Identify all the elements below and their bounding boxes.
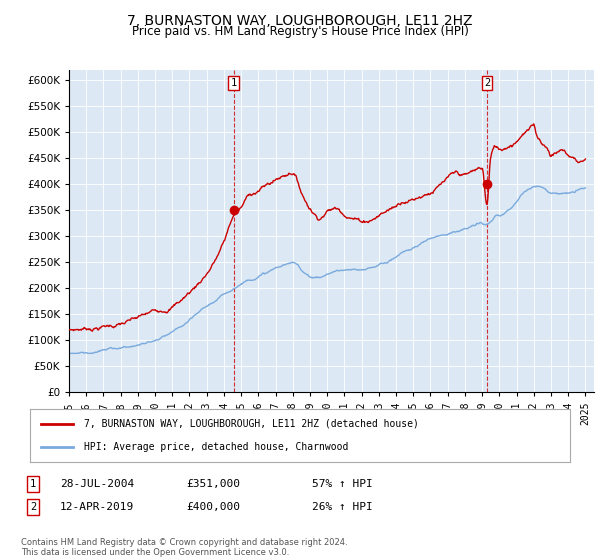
Text: Contains HM Land Registry data © Crown copyright and database right 2024.
This d: Contains HM Land Registry data © Crown c… bbox=[21, 538, 347, 557]
Text: £400,000: £400,000 bbox=[186, 502, 240, 512]
Text: 2: 2 bbox=[484, 78, 490, 88]
Text: 7, BURNASTON WAY, LOUGHBOROUGH, LE11 2HZ: 7, BURNASTON WAY, LOUGHBOROUGH, LE11 2HZ bbox=[127, 14, 473, 28]
Text: 7, BURNASTON WAY, LOUGHBOROUGH, LE11 2HZ (detached house): 7, BURNASTON WAY, LOUGHBOROUGH, LE11 2HZ… bbox=[84, 419, 419, 429]
Text: 2: 2 bbox=[30, 502, 36, 512]
Text: 57% ↑ HPI: 57% ↑ HPI bbox=[312, 479, 373, 489]
Text: £351,000: £351,000 bbox=[186, 479, 240, 489]
Text: 26% ↑ HPI: 26% ↑ HPI bbox=[312, 502, 373, 512]
Text: 28-JUL-2004: 28-JUL-2004 bbox=[60, 479, 134, 489]
Text: 1: 1 bbox=[30, 479, 36, 489]
Text: Price paid vs. HM Land Registry's House Price Index (HPI): Price paid vs. HM Land Registry's House … bbox=[131, 25, 469, 38]
Text: 12-APR-2019: 12-APR-2019 bbox=[60, 502, 134, 512]
Text: HPI: Average price, detached house, Charnwood: HPI: Average price, detached house, Char… bbox=[84, 442, 349, 452]
Text: 1: 1 bbox=[230, 78, 237, 88]
